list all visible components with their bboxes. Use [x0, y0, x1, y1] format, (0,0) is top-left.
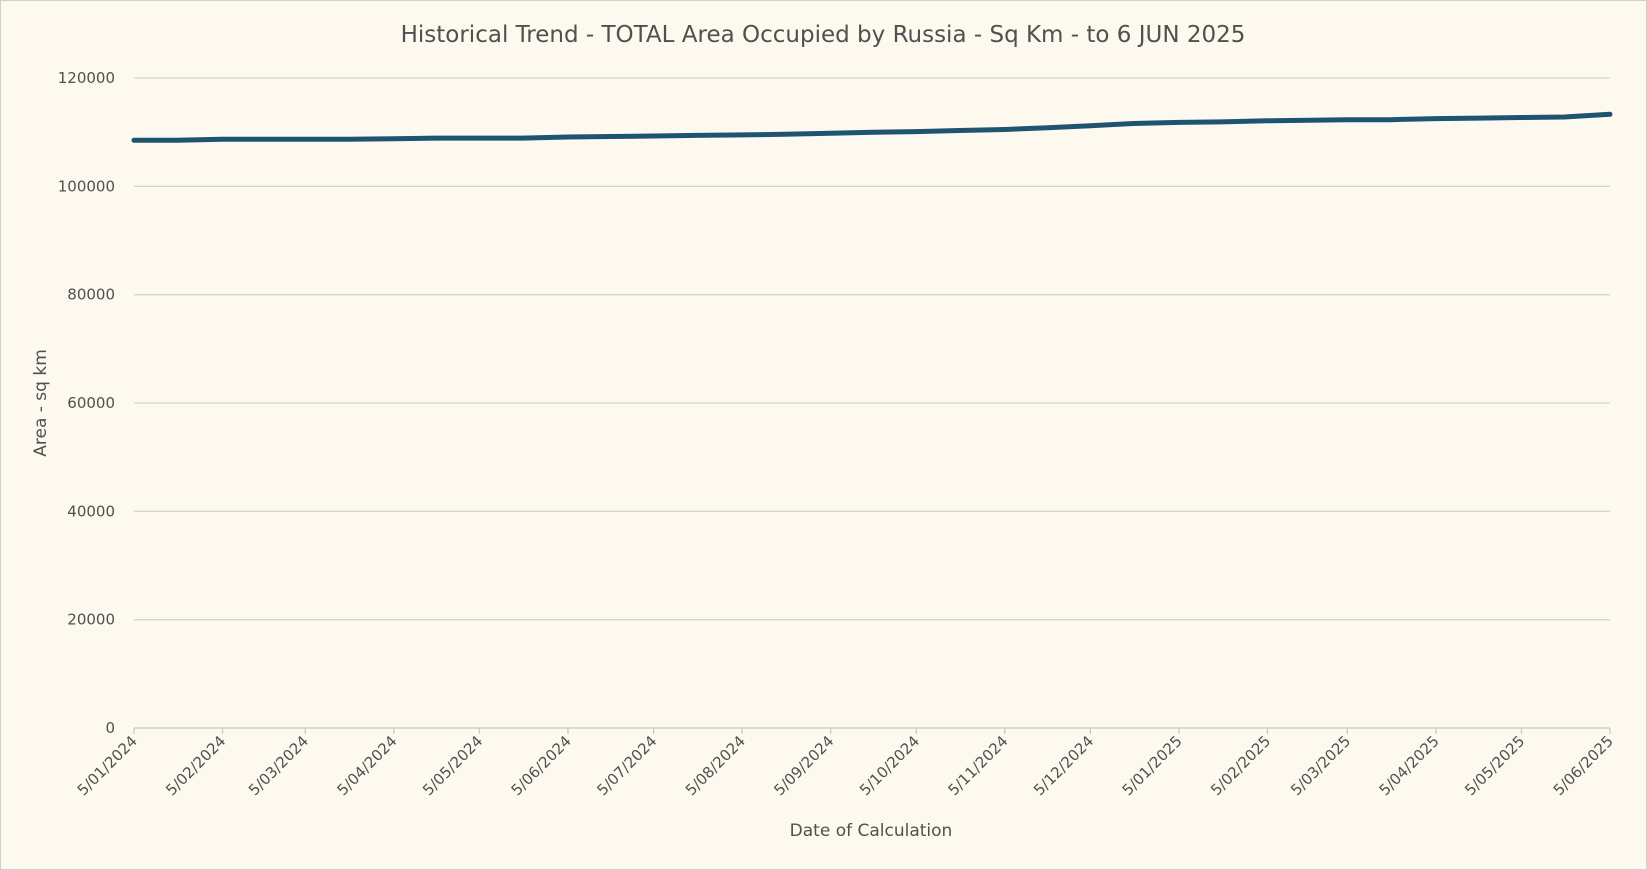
x-axis-ticks: 5/01/2024 5/02/2024 5/03/2024 5/04/2024 5/05…	[74, 728, 1617, 799]
x-tick-label: 5/03/2024	[245, 732, 312, 799]
y-tick-label: 0	[105, 719, 115, 737]
x-tick-label: 5/12/2024	[1030, 732, 1097, 799]
x-tick-label: 5/02/2024	[162, 732, 229, 799]
y-tick-label: 60000	[67, 394, 115, 412]
x-tick-label: 5/11/2024	[944, 732, 1011, 799]
y-tick-label: 40000	[67, 502, 115, 520]
x-tick-label: 5/01/2025	[1119, 732, 1186, 799]
x-tick-label: 5/05/2024	[419, 732, 486, 799]
y-tick-label: 80000	[67, 286, 115, 304]
y-axis-title: Area - sq km	[31, 349, 51, 457]
x-tick-label: 5/01/2024	[74, 732, 141, 799]
series-line	[131, 111, 1613, 143]
x-tick-label: 5/05/2025	[1461, 732, 1528, 799]
x-tick-label: 5/06/2024	[508, 732, 575, 799]
x-axis-title: Date of Calculation	[790, 821, 953, 841]
chart-title: Historical Trend - TOTAL Area Occupied b…	[401, 22, 1246, 48]
x-tick-label: 5/04/2024	[334, 732, 401, 799]
x-tick-label: 5/09/2024	[770, 732, 837, 799]
gridlines	[134, 77, 1610, 621]
x-tick-label: 5/04/2025	[1376, 732, 1443, 799]
x-tick-label: 5/07/2024	[593, 732, 660, 799]
y-tick-label: 20000	[67, 611, 115, 629]
series-layer	[131, 111, 1613, 143]
y-axis-ticks: 0 20000 40000 60000 80000 100000 120000	[58, 69, 115, 737]
y-tick-label: 120000	[58, 69, 115, 87]
x-tick-label: 5/08/2024	[682, 732, 749, 799]
x-tick-label: 5/10/2024	[856, 732, 923, 799]
x-tick-label: 5/02/2025	[1207, 732, 1274, 799]
y-tick-label: 100000	[58, 177, 115, 195]
x-tick-label: 5/06/2025	[1550, 732, 1617, 799]
x-tick-label: 5/03/2025	[1287, 732, 1354, 799]
